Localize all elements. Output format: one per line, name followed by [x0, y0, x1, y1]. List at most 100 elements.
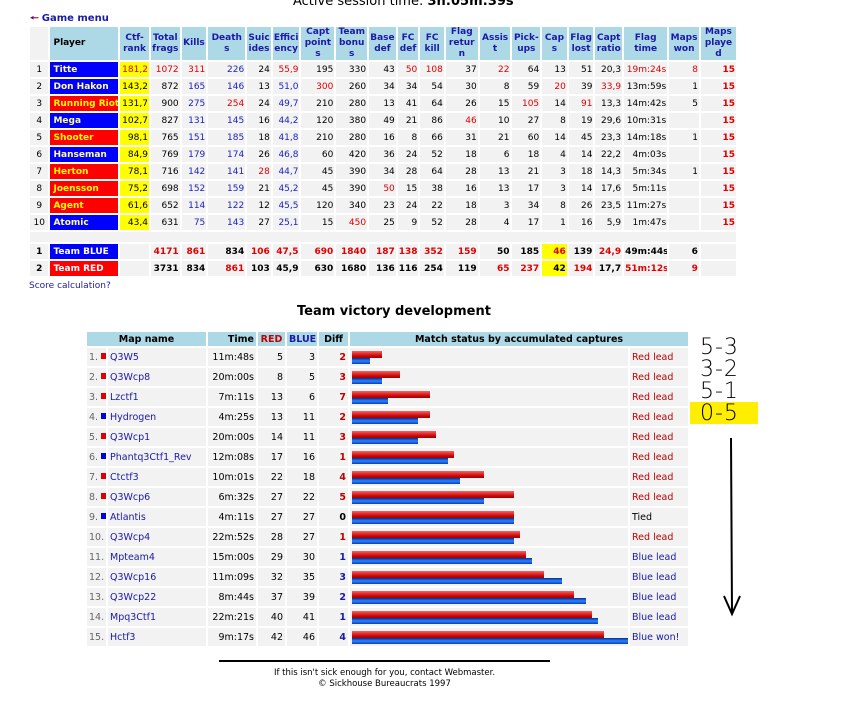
stat-cell: 13 — [247, 79, 271, 94]
rank-index: 4 — [30, 113, 49, 128]
stat-cell: 46 — [445, 113, 478, 128]
map-name-link[interactable]: Ctctf3 — [108, 468, 206, 486]
score-calculation-link[interactable]: Score calculation? — [29, 281, 111, 291]
stat-cell: 165 — [181, 79, 207, 94]
column-header[interactable]: FC kill — [420, 27, 444, 60]
stat-cell: 138 — [397, 244, 419, 259]
column-header[interactable]: Team bonus — [336, 27, 368, 60]
handwritten-annotations: 5-3 3-2 5-1 0-5 — [690, 336, 758, 425]
stat-cell: 14 — [568, 147, 594, 162]
stat-cell: 78,1 — [120, 164, 149, 179]
stat-cell: 450 — [336, 215, 368, 230]
capture-bars — [350, 628, 628, 646]
column-header[interactable]: Kills — [181, 27, 207, 60]
stat-cell: 143 — [208, 215, 246, 230]
map-name-link[interactable]: Q3Wcp22 — [108, 588, 206, 606]
stat-cell: 8 — [542, 198, 567, 213]
red-captures: 28 — [258, 528, 285, 546]
column-header[interactable]: Suic ides — [247, 27, 271, 60]
stat-cell: 18 — [445, 147, 478, 162]
stat-cell: 15 — [700, 113, 736, 128]
stat-cell: 769 — [150, 147, 180, 162]
capture-diff: 3 — [319, 368, 348, 386]
column-header[interactable]: Assist — [479, 27, 511, 60]
stat-cell: 64 — [420, 96, 444, 111]
map-number: 5. — [89, 431, 99, 443]
stat-cell: 21 — [397, 113, 419, 128]
map-name-link[interactable]: Phantq3Ctf1_Rev — [108, 448, 206, 466]
stat-cell: 34 — [369, 164, 396, 179]
stat-cell: 3 — [542, 164, 567, 179]
stat-cell: 52 — [420, 215, 444, 230]
map-name-link[interactable]: Atlantis — [108, 508, 206, 526]
stat-cell: 28 — [247, 164, 271, 179]
column-header[interactable]: Pick-ups — [512, 27, 541, 60]
map-name-link[interactable]: Mpq3Ctf1 — [108, 608, 206, 626]
stat-cell: 13,3 — [595, 96, 623, 111]
rank-index: 3 — [30, 96, 49, 111]
map-index: 1. — [87, 348, 106, 366]
column-header[interactable]: Flag time — [624, 27, 668, 60]
column-header[interactable]: Deaths — [208, 27, 246, 60]
map-row: 1. Q3W5 11m:48s 5 3 2 Red lead — [87, 348, 689, 366]
stat-cell: 37 — [445, 62, 478, 77]
map-name-link[interactable]: Hydrogen — [108, 408, 206, 426]
column-header[interactable]: Flag lost — [568, 27, 594, 60]
spacer-cell — [30, 232, 736, 242]
match-status: Blue lead — [630, 608, 689, 626]
column-header[interactable]: Capt points — [301, 27, 335, 60]
stat-cell: 9 — [397, 215, 419, 230]
map-row: 8. Q3Wcp6 6m:32s 27 22 5 Red lead — [87, 488, 689, 506]
stat-cell — [669, 215, 699, 230]
map-name-link[interactable]: Q3Wcp1 — [108, 428, 206, 446]
column-header[interactable]: Maps played — [700, 27, 736, 60]
map-name-link[interactable]: Hctf3 — [108, 628, 206, 646]
stat-cell: 179 — [181, 147, 207, 162]
map-name-link[interactable]: Q3Wcp16 — [108, 568, 206, 586]
victory-table: Map name Time RED BLUE Diff Match status… — [85, 330, 690, 648]
stat-cell: 26 — [445, 96, 478, 111]
player-name: Agent — [50, 198, 119, 213]
map-name-link[interactable]: Q3W5 — [108, 348, 206, 366]
map-name-link[interactable]: Q3Wcp4 — [108, 528, 206, 546]
match-status: Blue lead — [630, 588, 689, 606]
stat-cell: 27 — [247, 215, 271, 230]
stat-cell: 15 — [479, 96, 511, 111]
map-time: 11m:09s — [208, 568, 256, 586]
stat-cell: 716 — [150, 164, 180, 179]
winner-square-icon — [101, 372, 106, 379]
stat-cell: 19 — [568, 113, 594, 128]
stat-cell: 141 — [208, 164, 246, 179]
stat-cell: 10m:31s — [624, 113, 668, 128]
header-index — [30, 27, 49, 60]
stat-cell: 13 — [479, 164, 511, 179]
blue-capture-bar — [352, 577, 562, 584]
map-number: 11. — [89, 551, 105, 563]
column-header[interactable]: Player — [50, 27, 119, 60]
column-header[interactable]: Caps — [542, 27, 567, 60]
column-header[interactable]: Flag return — [445, 27, 478, 60]
map-name-link[interactable]: Lzctf1 — [108, 388, 206, 406]
stat-cell: 60 — [301, 147, 335, 162]
map-name-link[interactable]: Mpteam4 — [108, 548, 206, 566]
column-header[interactable]: Maps won — [669, 27, 699, 60]
stat-cell: 27 — [512, 113, 541, 128]
stat-cell: 390 — [336, 181, 368, 196]
game-menu-link[interactable]: 🠔 Game menu — [30, 11, 109, 28]
column-header[interactable]: Ctf-rank — [120, 27, 149, 60]
column-header[interactable]: FC def — [397, 27, 419, 60]
map-name-link[interactable]: Q3Wcp8 — [108, 368, 206, 386]
red-captures: 22 — [258, 468, 285, 486]
stat-cell: 105 — [512, 96, 541, 111]
map-name-link[interactable]: Q3Wcp6 — [108, 488, 206, 506]
map-time: 12m:08s — [208, 448, 256, 466]
capture-bars — [350, 508, 628, 526]
column-header[interactable]: Total frags — [150, 27, 180, 60]
column-header[interactable]: Base def — [369, 27, 396, 60]
stat-cell: 31 — [445, 130, 478, 145]
stat-cell: 340 — [336, 198, 368, 213]
player-row: 8 Joensson 75,2 698 152 159 21 45,2 45 390 50 15 38 1… — [30, 181, 736, 196]
column-header[interactable]: Capt ratio — [595, 27, 623, 60]
stat-cell: 1840 — [336, 244, 368, 259]
column-header[interactable]: Effici ency — [272, 27, 300, 60]
